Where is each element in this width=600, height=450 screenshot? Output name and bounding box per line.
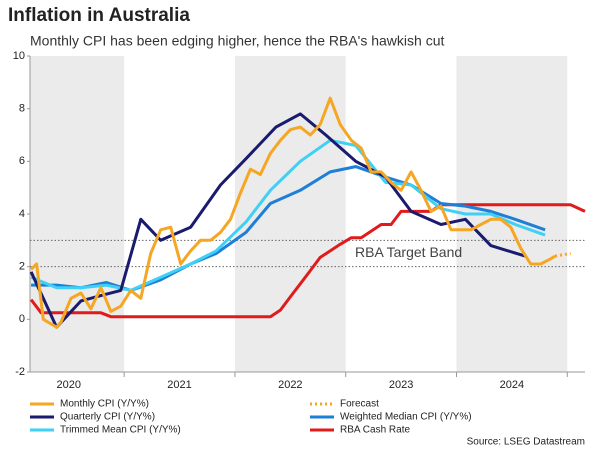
- chart-title: Inflation in Australia: [8, 5, 190, 26]
- x-tick-label: 2023: [389, 379, 413, 391]
- series-line: [31, 165, 546, 292]
- legend-label: RBA Cash Rate: [340, 425, 410, 436]
- series-line: [30, 138, 546, 292]
- y-tick-label: -2: [15, 366, 25, 378]
- year-band: [30, 56, 125, 372]
- x-tick-label: 2024: [500, 379, 524, 391]
- y-tick-label: 6: [19, 155, 25, 167]
- x-tick-label: 2021: [167, 379, 191, 391]
- y-tick-label: 2: [19, 261, 25, 273]
- y-tick-label: 0: [19, 313, 25, 325]
- y-tick-label: 8: [19, 103, 25, 115]
- legend-label: Forecast: [340, 399, 379, 410]
- series-line: [29, 203, 586, 319]
- x-tick-label: 2020: [57, 379, 81, 391]
- legend-label: Monthly CPI (Y/Y%): [60, 399, 149, 410]
- y-tick-label: 10: [13, 50, 25, 62]
- legend-label: Weighted Median CPI (Y/Y%): [340, 412, 472, 423]
- legend-label: Quarterly CPI (Y/Y%): [60, 412, 155, 423]
- x-tick-label: 2022: [278, 379, 302, 391]
- series-line: [30, 96, 556, 329]
- legend-label: Trimmed Mean CPI (Y/Y%): [60, 425, 181, 436]
- source: Source: LSEG Datastream: [467, 437, 585, 448]
- chart-subtitle: Monthly CPI has been edging higher, henc…: [30, 33, 444, 49]
- annotation: RBA Target Band: [355, 244, 462, 260]
- y-tick-label: 4: [19, 208, 25, 220]
